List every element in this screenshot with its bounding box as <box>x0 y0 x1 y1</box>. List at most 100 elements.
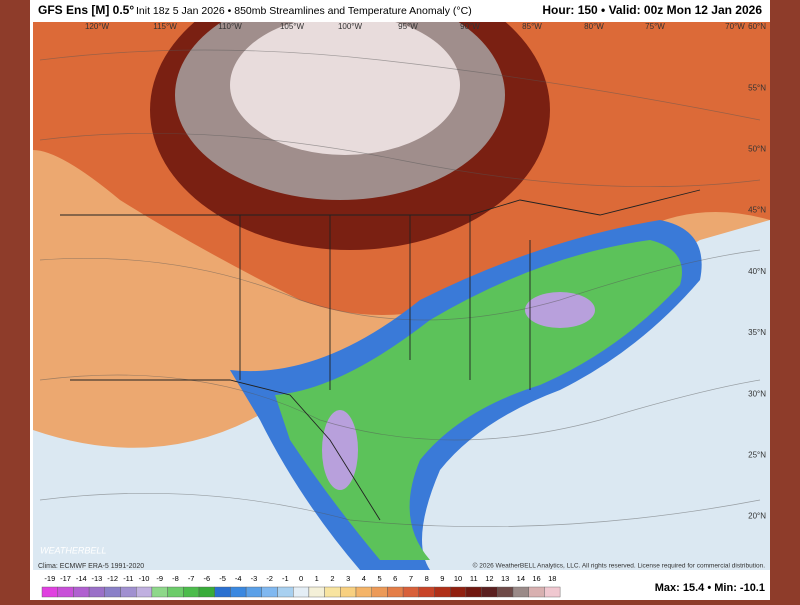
colorbar-label: -4 <box>235 574 242 583</box>
colorbar-cell <box>544 586 561 598</box>
colorbar-cell <box>230 586 247 598</box>
colorbar-cell <box>308 586 325 598</box>
longitude-label: 80°W <box>584 22 604 31</box>
longitude-label: 100°W <box>338 22 363 31</box>
colorbar-cell <box>528 586 545 598</box>
warm-core <box>230 22 460 155</box>
longitude-label: 70°W <box>725 22 745 31</box>
copyright: © 2026 WeatherBELL Analytics, LLC. All r… <box>473 562 766 570</box>
colorbar-label: 18 <box>548 574 556 583</box>
colorbar-label: -2 <box>266 574 273 583</box>
logo: WEATHERBELL <box>40 545 106 555</box>
colorbar-cell <box>387 586 404 598</box>
colorbar-cell <box>261 586 278 598</box>
colorbar-cell <box>481 586 498 598</box>
colorbar-label: -12 <box>107 574 118 583</box>
colorbar-label: -17 <box>60 574 71 583</box>
colorbar-label: 4 <box>362 574 366 583</box>
colorbar-label: -3 <box>251 574 258 583</box>
longitude-label: 120°W <box>85 22 110 31</box>
latitude-label: 20°N <box>748 512 766 521</box>
colorbar-label: 13 <box>501 574 509 583</box>
latitude-label: 25°N <box>748 451 766 460</box>
colorbar-label: 0 <box>299 574 303 583</box>
colorbar-cell <box>183 586 200 598</box>
colorbar-cell <box>73 586 90 598</box>
colorbar-cell <box>277 586 294 598</box>
extremes: Max: 15.4 • Min: -10.1 <box>655 582 765 594</box>
latitude-label: 45°N <box>748 206 766 215</box>
colorbar-label: -5 <box>219 574 226 583</box>
cold-core <box>525 292 595 328</box>
borders <box>60 189 701 521</box>
colorbar-cell <box>340 586 357 598</box>
colorbar: -19 -17 -14 -13 -12 -11 -10 -9 -8 -7 -6 -5 -4 -3 -2 -1 0… <box>41 574 561 598</box>
longitude-label: 75°W <box>645 22 665 31</box>
colorbar-cell <box>167 586 184 598</box>
colorbar-label: -13 <box>92 574 103 583</box>
colorbar-cell <box>120 586 137 598</box>
longitude-label: 90°W <box>460 22 480 31</box>
colorbar-label: 8 <box>425 574 429 583</box>
latitude-label: 30°N <box>748 389 766 398</box>
climo: Clima: ECMWF ERA-5 1991-2020 <box>38 563 144 570</box>
colorbar-cell <box>151 586 168 598</box>
colorbar-cell <box>293 586 310 598</box>
longitude-label: 110°W <box>218 22 242 31</box>
latitude-label: 40°N <box>748 267 766 276</box>
colorbar-label: 9 <box>440 574 444 583</box>
colorbar-label: -14 <box>76 574 87 583</box>
colorbar-label: 3 <box>346 574 350 583</box>
colorbar-label: -1 <box>282 574 289 583</box>
longitude-label: 95°W <box>398 22 418 31</box>
colorbar-label: 14 <box>517 574 525 583</box>
colorbar-label: -6 <box>204 574 211 583</box>
map: WEATHERBELL 120°W 115°W 110°W 105°W 100°W 95°… <box>33 22 770 570</box>
colorbar-label: 6 <box>393 574 397 583</box>
colorbar-cell <box>104 586 121 598</box>
latitude-label: 55°N <box>748 83 766 92</box>
colorbar-cell <box>245 586 263 598</box>
colorbar-cell <box>198 586 215 598</box>
longitude-label: 85°W <box>522 22 542 31</box>
colorbar-cell <box>355 586 372 598</box>
colorbar-cell <box>497 586 514 598</box>
longitude-label: 115°W <box>153 22 177 31</box>
colorbar-cell <box>371 586 388 598</box>
description: Init 18z 5 Jan 2026 • 850mb Streamlines … <box>136 5 472 17</box>
colorbar-label: -10 <box>139 574 150 583</box>
longitude-label: 105°W <box>280 22 305 31</box>
colorbar-label: 2 <box>330 574 334 583</box>
colorbar-label: 11 <box>470 574 478 583</box>
colorbar-cell <box>450 586 467 598</box>
colorbar-cell <box>434 586 451 598</box>
latitude-label: 50°N <box>748 145 766 154</box>
colorbar-cell <box>135 586 153 598</box>
colorbar-label: -19 <box>44 574 55 583</box>
colorbar-label: -11 <box>123 574 133 583</box>
colorbar-label: 12 <box>485 574 493 583</box>
colorbar-cell <box>214 586 231 598</box>
colorbar-label: 5 <box>377 574 381 583</box>
colorbar-cell <box>57 586 74 598</box>
colorbar-cell <box>88 586 105 598</box>
colorbar-cell <box>418 586 435 598</box>
latitude-label: 60°N <box>748 22 766 31</box>
graticule-labels: 120°W 115°W 110°W 105°W 100°W 95°W 90°W 85°W 80°… <box>85 22 766 521</box>
colorbar-cell <box>41 586 58 598</box>
model: GFS Ens [M] 0.5° <box>38 3 134 17</box>
colorbar-label: 1 <box>315 574 319 583</box>
colorbar-cell <box>324 586 341 598</box>
colorbar-label: -8 <box>172 574 179 583</box>
colorbar-label: -9 <box>156 574 163 583</box>
colorbar-cell <box>402 586 420 598</box>
colorbar-label: 7 <box>409 574 413 583</box>
valid-time: Hour: 150 • Valid: 00z Mon 12 Jan 2026 <box>542 3 762 17</box>
colorbar-cell <box>465 586 482 598</box>
latitude-label: 35°N <box>748 328 766 337</box>
colorbar-cell <box>512 586 529 598</box>
colorbar-label: 16 <box>532 574 540 583</box>
colorbar-label: -7 <box>188 574 195 583</box>
